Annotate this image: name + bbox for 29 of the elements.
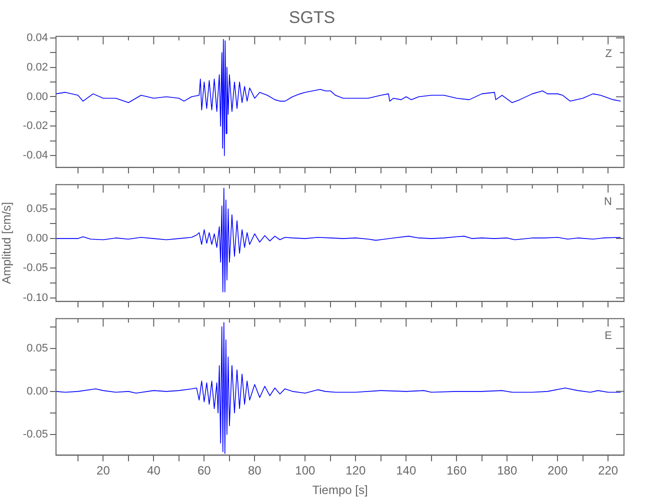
x-tick-label: 20 — [96, 464, 110, 478]
y-tick-label: 0.00 — [26, 232, 48, 245]
x-axis-title: Tiempo [s] — [312, 483, 368, 498]
y-tick-label: 0.00 — [26, 90, 48, 103]
text: Z — [605, 48, 612, 60]
y-tick-label: 0.00 — [26, 385, 48, 398]
y-tick-label: -0.05 — [22, 262, 48, 274]
y-axis-title: Amplitud [cm/s] — [0, 202, 14, 284]
x-tick-label: 160 — [446, 464, 467, 478]
y-tick-label: 0.04 — [26, 32, 48, 44]
y-tick-label: 0.05 — [26, 202, 48, 215]
x-tick-label: 80 — [248, 464, 262, 478]
y-tick-label: -0.05 — [22, 428, 48, 441]
x-tick-label: 40 — [147, 464, 161, 478]
x-tick-label: 100 — [295, 464, 316, 478]
text: E — [604, 330, 612, 342]
x-tick-label: 60 — [198, 464, 212, 478]
y-tick-label: 0.05 — [26, 342, 48, 354]
x-tick-label: 120 — [346, 464, 366, 478]
chart-title: SGTS — [288, 8, 336, 27]
x-tick-label: 220 — [598, 464, 618, 478]
y-tick-label: -0.10 — [22, 292, 48, 304]
x-tick-label: 140 — [396, 464, 416, 478]
x-tick-label: 180 — [497, 464, 518, 478]
x-tick-label: 200 — [548, 464, 568, 478]
text: N — [604, 196, 612, 208]
y-tick-label: -0.04 — [22, 150, 48, 162]
y-tick-label: 0.02 — [26, 61, 48, 74]
y-tick-label: -0.02 — [22, 120, 48, 132]
